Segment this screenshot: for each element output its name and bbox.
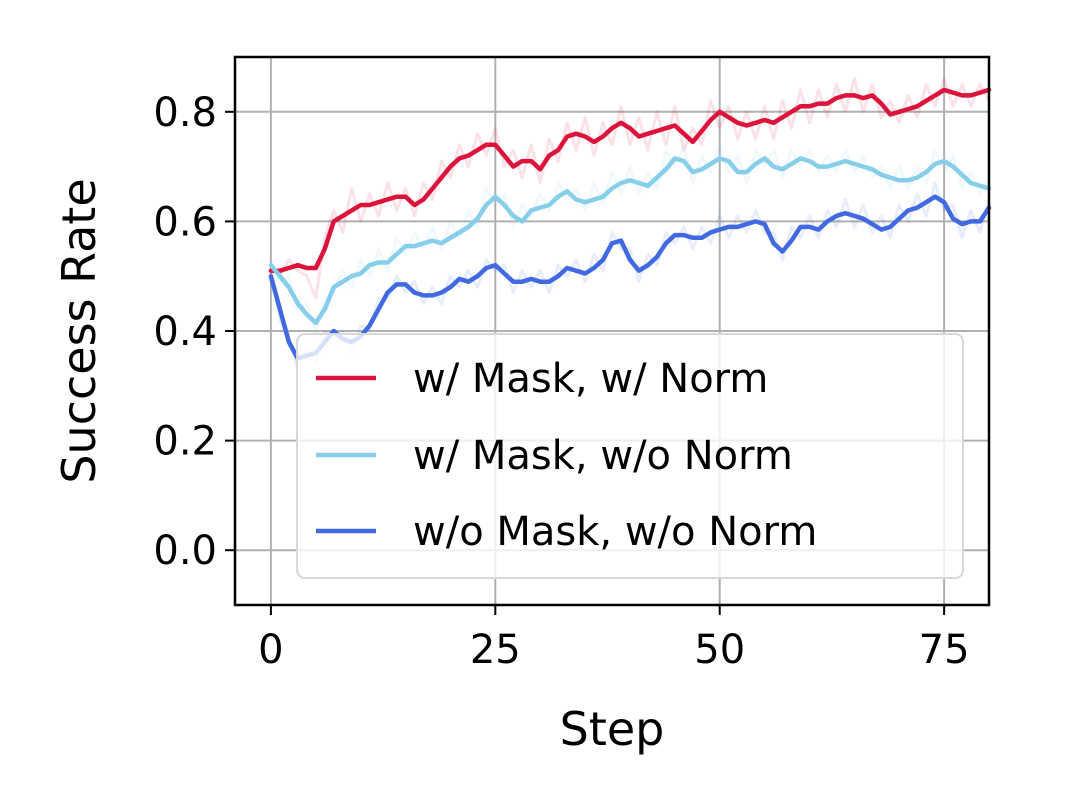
y-axis-label: Success Rate [52,178,106,483]
x-tick-label: 50 [694,627,745,673]
x-tick-label: 75 [919,627,970,673]
y-tick-label: 0.6 [153,199,217,245]
series-line-0 [268,87,992,273]
series-raw-line-0 [269,77,991,300]
y-tick-label: 0.2 [153,419,217,465]
x-axis-label: Step [560,702,665,756]
series-line-2 [268,194,992,361]
y-tick-label: 0.0 [153,528,217,574]
axis-ticks: 0 25 50 75 0.0 0.2 0.4 0.6 0.8 [153,90,969,673]
legend-label-0: w/ Mask, w/ Norm [413,356,768,402]
legend: w/ Mask, w/ Norm w/ Mask, w/o Norm w/o Mas… [296,333,964,579]
y-tick-label: 0.4 [153,309,217,355]
series-line-1 [268,156,992,326]
raw-series-layer [269,77,991,371]
x-tick-label: 0 [258,627,283,673]
smoothed-series-layer [268,87,992,361]
legend-box [296,333,964,579]
y-tick-label: 0.8 [153,90,217,136]
legend-label-1: w/ Mask, w/o Norm [413,433,793,479]
legend-label-2: w/o Mask, w/o Norm [413,509,817,555]
x-tick-label: 25 [470,627,521,673]
